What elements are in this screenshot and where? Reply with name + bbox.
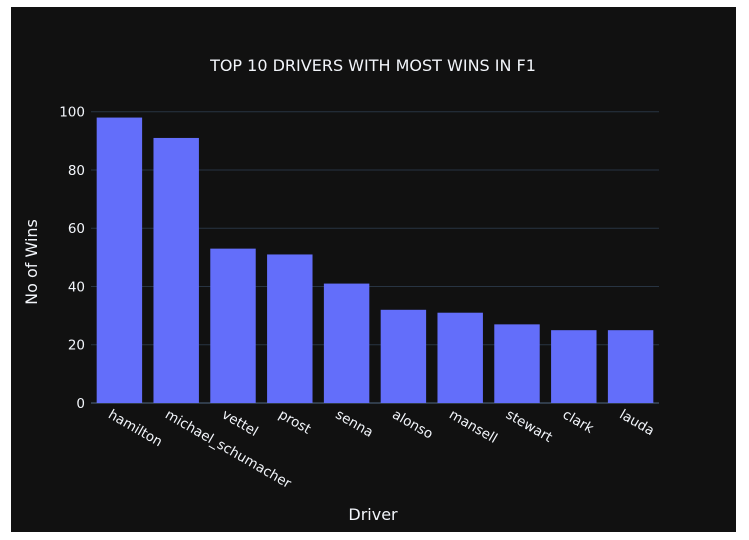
x-tick-label: clark: [560, 407, 597, 437]
bar-mansell: [437, 312, 483, 403]
bars: [96, 117, 654, 403]
bar-chart: TOP 10 DRIVERS WITH MOST WINS IN F1 0 20 4…: [22, 56, 659, 524]
x-tick-label: alonso: [389, 407, 435, 443]
bar-clark: [551, 330, 597, 403]
x-tick-label: hamilton: [105, 407, 165, 451]
chart-title: TOP 10 DRIVERS WITH MOST WINS IN F1: [209, 56, 536, 75]
y-tick-label: 40: [68, 279, 85, 295]
y-tick-label: 80: [68, 163, 85, 179]
bar-senna: [323, 283, 370, 403]
y-tick-label: 60: [68, 221, 85, 237]
x-tick-label: vettel: [219, 407, 261, 440]
y-axis-title: No of Wins: [22, 219, 41, 305]
x-tick-label: prost: [276, 407, 314, 438]
bar-michael_schumacher: [153, 137, 199, 403]
y-tick-label: 100: [59, 105, 85, 121]
y-tick-label: 20: [68, 338, 85, 354]
bar-lauda: [607, 330, 654, 403]
x-tick-label: senna: [333, 407, 376, 441]
x-axis-title: Driver: [348, 505, 398, 524]
bar-stewart: [494, 324, 540, 403]
bar-hamilton: [96, 117, 143, 403]
x-tick-label: mansell: [446, 407, 500, 447]
x-tick-label: stewart: [503, 407, 555, 446]
bar-prost: [267, 254, 313, 403]
x-tick-label: lauda: [617, 407, 657, 440]
y-axis-ticks: 0 20 40 60 80 100: [59, 105, 85, 412]
bar-alonso: [380, 309, 427, 403]
y-tick-label: 0: [76, 396, 85, 412]
bar-vettel: [210, 248, 256, 403]
chart-container: TOP 10 DRIVERS WITH MOST WINS IN F1 0 20 4…: [11, 7, 736, 532]
